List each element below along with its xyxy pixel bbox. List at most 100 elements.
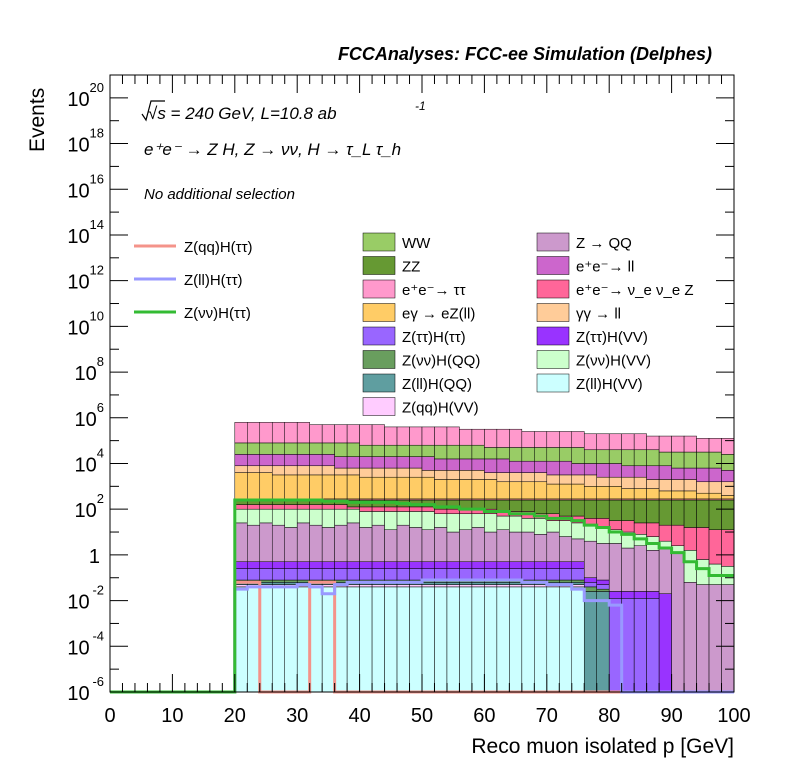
stack-bar	[721, 481, 735, 496]
stack-bar	[359, 456, 373, 469]
stack-bar	[434, 444, 448, 460]
stack-bar	[471, 582, 485, 585]
stack-bar	[596, 584, 610, 590]
stack-bar	[633, 598, 647, 693]
stack-bar	[496, 458, 510, 473]
stack-bar	[321, 454, 335, 467]
x-tick-label: 10	[161, 705, 183, 727]
stack-bar	[571, 579, 585, 583]
stack-bar	[633, 465, 647, 478]
stack-bar	[646, 522, 660, 537]
stack-bar	[521, 460, 535, 473]
stack-bar	[434, 470, 448, 480]
stack-bar	[646, 598, 660, 693]
y-tick-exponent: 20	[90, 80, 104, 95]
legend-entry: e⁺e⁻→ ll	[536, 256, 634, 276]
stack-bar	[459, 582, 473, 585]
stack-bar	[459, 568, 473, 581]
stack-bar	[509, 561, 523, 569]
y-tick-base: 10	[67, 89, 89, 111]
stack-bar	[633, 449, 647, 467]
stack-bar	[259, 504, 273, 510]
stack-bar	[359, 584, 373, 588]
stack-bar	[334, 524, 348, 562]
stack-bar	[658, 524, 672, 542]
stack-bar	[534, 534, 548, 562]
stack-bar	[271, 474, 285, 500]
stack-bar	[396, 444, 410, 457]
stack-bar	[234, 442, 248, 455]
stack-bar	[321, 527, 335, 562]
stack-bar	[534, 481, 548, 500]
stack-bar	[359, 506, 373, 512]
x-tick-label: 60	[473, 705, 495, 727]
stack-bar	[583, 591, 597, 693]
stack-bar	[621, 488, 635, 500]
stack-bar	[571, 447, 585, 464]
stack-bar	[646, 435, 660, 451]
stack-bar	[696, 451, 710, 469]
stack-bar	[396, 584, 410, 588]
stack-bar	[509, 531, 523, 562]
stack-bar	[259, 508, 273, 524]
y-tick-base: 10	[67, 180, 89, 202]
stack-bar	[608, 433, 622, 451]
stack-bar	[633, 476, 647, 489]
stack-bar	[571, 499, 585, 517]
stack-bar	[284, 442, 298, 455]
stack-bar	[534, 586, 548, 693]
stack-bar	[496, 499, 510, 512]
stack-bar	[384, 456, 398, 469]
stack-bar	[571, 474, 585, 485]
background-legend: WW Z → QQ ZZ e⁺e⁻→ ll e⁺e⁻→ ττ e⁺e⁻→ ν_e ν_e …	[362, 232, 694, 417]
stack-bar	[259, 472, 273, 500]
stack-bar	[546, 531, 560, 562]
stack-bar	[271, 561, 285, 569]
stack-bar	[571, 463, 585, 476]
stack-bar	[658, 451, 672, 467]
legend-label: e⁺e⁻→ ll	[576, 259, 634, 276]
stack-bar	[471, 527, 485, 562]
stack-bar	[247, 568, 261, 581]
stack-bar	[296, 568, 310, 581]
stack-bar	[421, 506, 435, 512]
stack-bar	[696, 492, 710, 500]
legend-label: Z(ττ)H(ττ)	[402, 329, 466, 346]
stack-bar	[633, 433, 647, 451]
stack-bar	[334, 508, 348, 526]
y-tick-base: 10	[67, 683, 89, 705]
y-tick-base: 10	[67, 272, 89, 294]
legend-color-swatch	[536, 232, 570, 252]
stack-bar	[247, 422, 261, 444]
stack-bar	[496, 561, 510, 569]
stack-bar	[446, 584, 460, 588]
stack-bar	[521, 499, 535, 512]
stack-bar	[621, 465, 635, 478]
stack-bar	[421, 456, 435, 471]
y-tick-base: 10	[67, 592, 89, 614]
stack-bar	[683, 550, 697, 583]
stack-bar	[484, 586, 498, 693]
stack-bar	[247, 561, 261, 569]
stack-bar	[409, 506, 423, 512]
stack-bar	[259, 422, 273, 444]
signal-line	[110, 578, 734, 694]
stack-bar	[359, 568, 373, 581]
x-tick-label: 70	[536, 705, 558, 727]
stack-bar	[284, 582, 298, 585]
stack-bar	[446, 568, 460, 581]
legend-entry: Z(ττ)H(ττ)	[362, 326, 466, 346]
legend-label: Z(qq)H(VV)	[402, 400, 479, 417]
stack-bar	[596, 591, 610, 693]
stack-bar	[446, 458, 460, 471]
legend-color-swatch	[536, 279, 570, 299]
stack-bar	[234, 568, 248, 581]
y-tick-label: 410	[75, 445, 104, 476]
stack-bar	[571, 568, 585, 581]
stack-bar	[658, 547, 672, 594]
stack-bar	[459, 513, 473, 531]
stack-bar	[696, 559, 710, 585]
stack-bar	[434, 513, 448, 528]
